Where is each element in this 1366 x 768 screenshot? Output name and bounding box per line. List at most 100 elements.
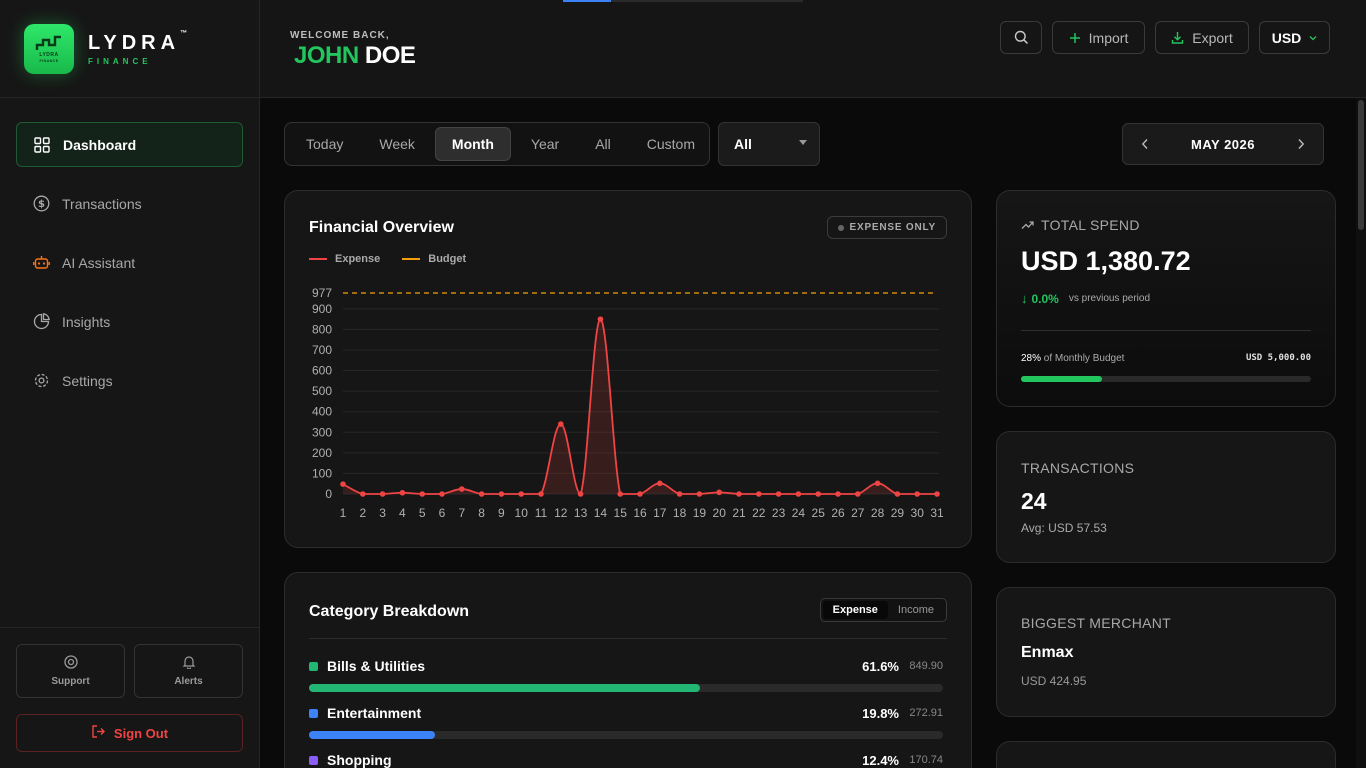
category-breakdown-card: Category Breakdown Expense Income Bills … <box>284 572 972 768</box>
expense-data-point <box>716 489 722 496</box>
expense-data-point <box>914 491 920 497</box>
legend-budget-swatch <box>402 258 421 260</box>
tab-custom[interactable]: Custom <box>646 136 695 152</box>
expense-data-point <box>874 480 881 487</box>
trademark: ™ <box>180 29 188 37</box>
merchant-label: BIGGEST MERCHANT <box>1021 615 1172 631</box>
expense-only-badge[interactable]: EXPENSE ONLY <box>826 216 947 239</box>
alerts-button[interactable]: Alerts <box>134 644 243 698</box>
y-tick-label: 700 <box>312 343 332 357</box>
grid-icon <box>33 136 51 154</box>
toggle-income[interactable]: Income <box>897 604 934 616</box>
expense-data-point <box>498 491 505 497</box>
x-tick-label: 31 <box>930 506 944 520</box>
logo-text: LYDRA <box>39 51 59 58</box>
legend-budget[interactable]: Budget <box>402 253 466 265</box>
expense-data-point <box>756 491 762 497</box>
x-tick-label: 17 <box>653 506 667 520</box>
sidebar-item-insights[interactable]: Insights <box>16 299 243 344</box>
x-tick-label: 29 <box>891 506 905 520</box>
next-month-button[interactable] <box>1297 138 1305 150</box>
expense-data-point <box>894 491 901 497</box>
export-label: Export <box>1192 29 1233 46</box>
x-tick-label: 2 <box>359 506 366 520</box>
currency-select[interactable]: USD <box>1259 21 1330 54</box>
legend-expense-swatch <box>309 258 327 260</box>
x-tick-label: 27 <box>851 506 865 520</box>
x-tick-label: 24 <box>792 506 806 520</box>
y-tick-label: 400 <box>312 405 332 419</box>
expense-data-point <box>360 491 366 497</box>
tab-month[interactable]: Month <box>434 127 511 161</box>
merchant-name: Enmax <box>1021 644 1074 661</box>
category-progress-track <box>309 731 943 739</box>
sign-out-button[interactable]: Sign Out <box>16 714 243 752</box>
category-percent: 12.4% <box>862 752 899 768</box>
x-tick-label: 20 <box>713 506 727 520</box>
tab-week[interactable]: Week <box>379 136 415 152</box>
user-last-name: DOE <box>364 42 416 69</box>
x-tick-label: 1 <box>340 506 347 520</box>
spend-change: ↓ 0.0% vs previous period <box>1021 291 1150 306</box>
series-expense-line <box>342 318 937 495</box>
legend-expense[interactable]: Expense <box>309 253 380 265</box>
loading-progress-bar <box>563 0 803 2</box>
tab-today[interactable]: Today <box>306 136 344 152</box>
x-tick-label: 26 <box>831 506 845 520</box>
sidebar-item-label: Dashboard <box>63 136 137 153</box>
x-tick-label: 8 <box>478 506 485 520</box>
sidebar-item-transactions[interactable]: $ Transactions <box>16 181 243 226</box>
x-tick-label: 11 <box>535 506 548 520</box>
stairs-chart-icon <box>35 35 61 50</box>
merchant-amount: USD 424.95 <box>1021 674 1087 688</box>
current-month-label: MAY 2026 <box>1191 136 1255 152</box>
sidebar-item-label: Insights <box>62 313 111 330</box>
tab-all[interactable]: All <box>595 136 611 152</box>
logout-icon <box>91 724 106 742</box>
brand-name: LYDRA™ <box>88 29 188 54</box>
expense-data-point <box>518 491 524 497</box>
category-row[interactable]: Entertainment 19.8% 272.91 <box>309 704 943 739</box>
sidebar-item-dashboard[interactable]: Dashboard <box>16 122 243 167</box>
import-button[interactable]: Import <box>1052 21 1145 54</box>
export-button[interactable]: Export <box>1155 21 1249 54</box>
brand-subtitle: FINANCE <box>88 56 152 66</box>
search-button[interactable] <box>1000 21 1042 54</box>
x-tick-label: 6 <box>439 506 446 520</box>
badge-dot-icon <box>837 224 844 231</box>
x-tick-label: 15 <box>614 506 628 520</box>
sidebar-item-label: AI Assistant <box>62 254 136 271</box>
pie-chart-icon <box>32 313 50 331</box>
budget-percent: 28% <box>1021 353 1042 364</box>
prev-month-button[interactable] <box>1141 138 1149 150</box>
gear-icon <box>32 372 50 390</box>
currency-value: USD <box>1271 29 1302 46</box>
transactions-card: TRANSACTIONS 24 Avg: USD 57.53 <box>996 431 1336 563</box>
toggle-expense[interactable]: Expense <box>822 601 888 619</box>
chevron-left-icon <box>1141 139 1148 149</box>
tab-year[interactable]: Year <box>530 136 560 152</box>
x-tick-label: 3 <box>379 506 386 520</box>
divider <box>309 638 947 639</box>
sidebar-item-ai-assistant[interactable]: AI Assistant <box>16 240 243 285</box>
plus-icon <box>1069 32 1081 44</box>
support-button[interactable]: Support <box>16 644 125 698</box>
chart-legend: Expense Budget <box>309 253 488 265</box>
sidebar-item-settings[interactable]: Settings <box>16 358 243 403</box>
x-tick-label: 22 <box>752 506 766 520</box>
scrollbar-thumb[interactable] <box>1358 100 1364 230</box>
y-tick-label: 900 <box>312 302 332 316</box>
x-tick-label: 21 <box>732 506 746 520</box>
sidebar: LYDRA FINANCE LYDRA™ FINANCE Dashboard $… <box>0 0 260 768</box>
brand-logo[interactable]: LYDRA FINANCE <box>24 23 74 74</box>
budget-caption: of Monthly Budget <box>1043 353 1125 364</box>
category-row[interactable]: Shopping 12.4% 170.74 <box>309 751 943 768</box>
search-icon <box>1014 30 1029 45</box>
scrollbar[interactable] <box>1356 98 1366 768</box>
category-row[interactable]: Bills & Utilities 61.6% 849.90 <box>309 657 943 692</box>
x-tick-label: 7 <box>458 506 465 520</box>
y-tick-label: 300 <box>312 425 332 439</box>
series-expense-area <box>343 319 937 494</box>
category-filter-select[interactable]: All <box>718 122 820 166</box>
